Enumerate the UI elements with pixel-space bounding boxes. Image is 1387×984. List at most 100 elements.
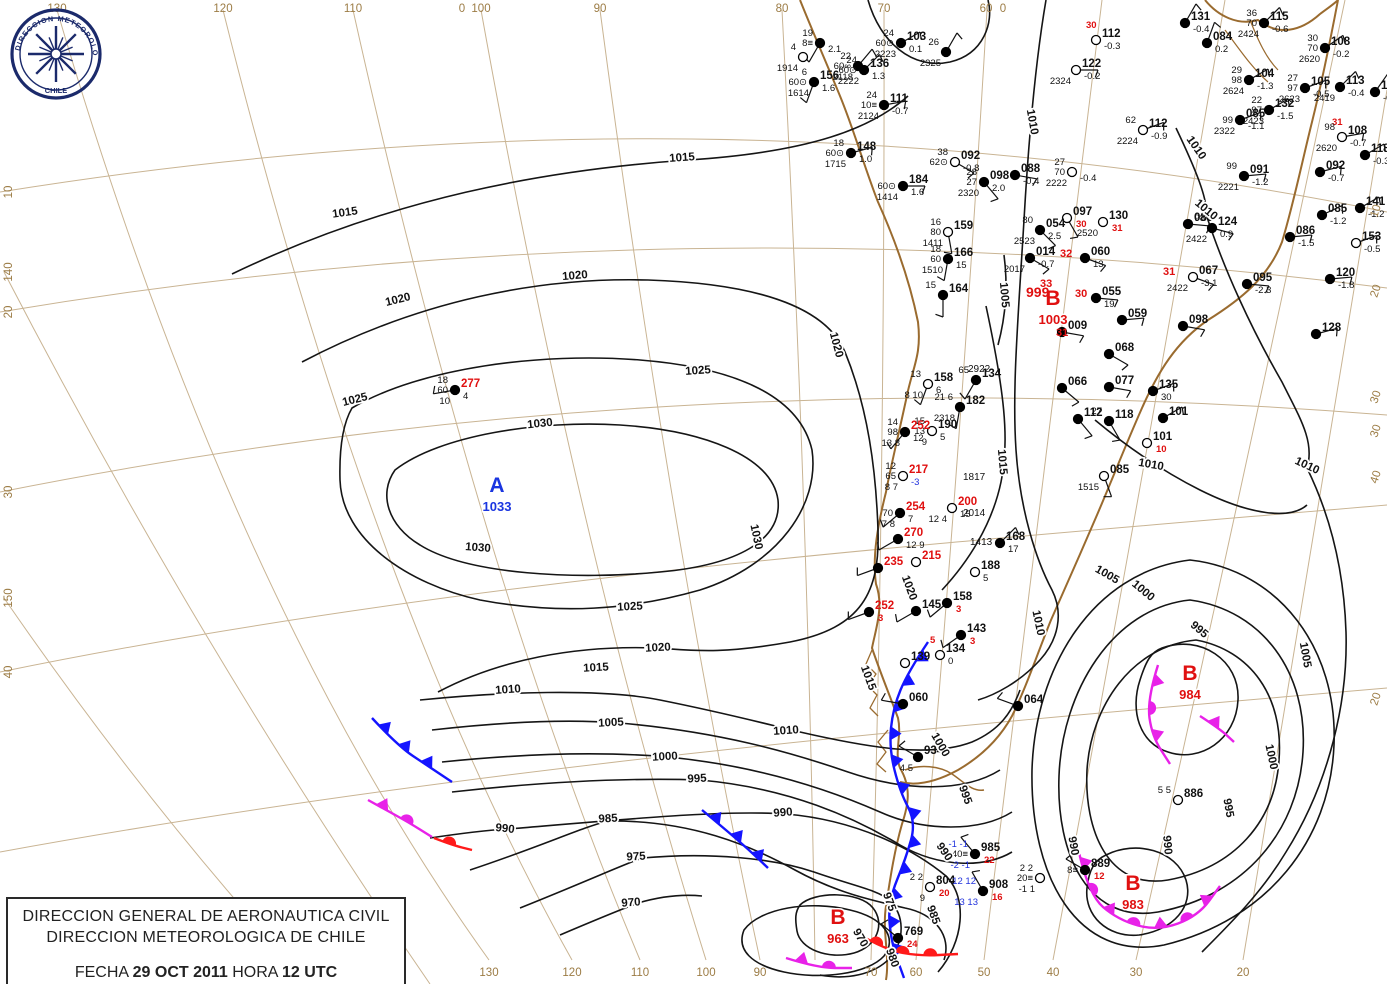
station-left-group: 65 [885,471,896,482]
station-id: 985 [981,842,1001,854]
station-dewpoint: 2624 [1223,86,1244,97]
isobar-label: 990 [1065,836,1080,857]
wind-barb-tick [1383,143,1387,152]
station-plot: 141-1.2 [1354,196,1386,220]
wind-barb-tick [1228,233,1234,241]
station-plot: 060 [880,692,928,710]
station-id: 134 [982,368,1002,380]
station-plot: 139 [899,651,930,669]
station-circle [808,76,820,88]
station-temp: 80 [1022,215,1033,226]
isobar-label: 1010 [1137,457,1164,473]
station-circle [1079,252,1091,264]
station-id: 092 [1326,160,1345,172]
station-dewpoint: 2620 [1299,54,1320,65]
station-plot: 215 [910,550,942,568]
wind-barb-tick [894,614,898,623]
isobar-label: 995 [1220,798,1235,820]
station-id: 068 [1115,342,1135,354]
wind-barb-tick [1070,236,1079,240]
station-id: 139 [911,651,930,663]
station-plot: 164 15 [925,280,969,318]
station-id: 235 [884,556,904,568]
station-circle [1009,169,1021,181]
station-dewpoint: 2422 [1186,234,1207,245]
station-temp: 18 [930,244,941,255]
station-dewpoint: 2222 [1046,178,1067,189]
station-plot: 145 [894,599,942,623]
station-dewpoint: 2520 [1077,228,1098,239]
station-red-value: 3 [970,636,975,647]
wind-barb-tick [960,833,969,838]
grid-label: 90 [594,3,607,15]
isobar-label: 985 [598,813,618,826]
low-pressure-center: B 983 [1121,871,1146,914]
station-circle [1103,348,1115,360]
station-red-value: 24 [907,939,918,950]
station-circle [1284,231,1296,243]
station-dewpoint: 2223 [875,49,896,60]
station-circle [899,426,911,438]
grid-label: 140 [3,262,15,281]
station-id: 066 [1068,376,1087,388]
station-dewpoint: 2424 [1238,29,1259,40]
station-plot: 095-2.3 [1241,272,1273,296]
station-value: 19 [1104,299,1115,310]
low-pressure-center: B 1003 [1037,286,1069,329]
station-circle [1116,314,1128,326]
station-red-value: 22 [984,855,995,866]
station-circle [878,99,890,111]
station-circle [1172,794,1184,806]
station-circle [1056,326,1068,338]
station-temp: 13 [910,369,921,380]
isobar-label: 1020 [899,574,919,602]
station-plot: 153-0.5 [1350,231,1381,255]
station-dewpoint: 7 8 [882,519,895,530]
station-plot: 886 5 5 [1158,785,1203,806]
station-dewpoint: 1510 [922,265,943,276]
station-circle [1066,166,1078,178]
occluded-front-marker [1126,917,1141,927]
map-annotation: 33 [1040,278,1052,290]
station-temp: 24 [866,90,877,101]
station-circle [1319,42,1331,54]
station-id: 111 [890,93,909,105]
station-value: 17 [1008,544,1019,555]
station-dewpoint: 2124 [858,111,879,122]
grid-label: 110 [344,3,362,15]
isobar-label: 1030 [747,523,764,551]
grid-label: 10 [3,186,15,199]
grid-label: 80 [776,3,789,15]
grid-label: 40 [1368,469,1383,485]
station-dewpoint: 2221 [1218,182,1239,193]
station-circle [1103,415,1115,427]
occluded-front-marker [794,951,809,965]
grid-label: 40 [1047,967,1060,979]
wind-barb-tick [1341,205,1344,214]
wind-barb-tick [1378,196,1382,205]
station-id: 103 [907,31,926,43]
station-circle [845,147,857,159]
fecha-label: FECHA [74,964,133,981]
cold-front-marker [902,673,916,686]
wind-barb-tick [956,32,963,40]
station-value: 6 [936,385,941,396]
station-left-group: 60 [930,254,941,265]
station-circle [912,751,924,763]
station-plot: 113-0.8 [1369,73,1387,104]
station-id: 252 [911,420,930,432]
station-id: 159 [954,220,973,232]
station-value: -0.7 [1350,138,1366,149]
station-circle [1079,864,1091,876]
station-value: -0.4 [1348,88,1364,99]
station-id: 145 [922,599,942,611]
station-circle [1098,470,1110,482]
station-left-group: 60⊙ [825,148,844,159]
